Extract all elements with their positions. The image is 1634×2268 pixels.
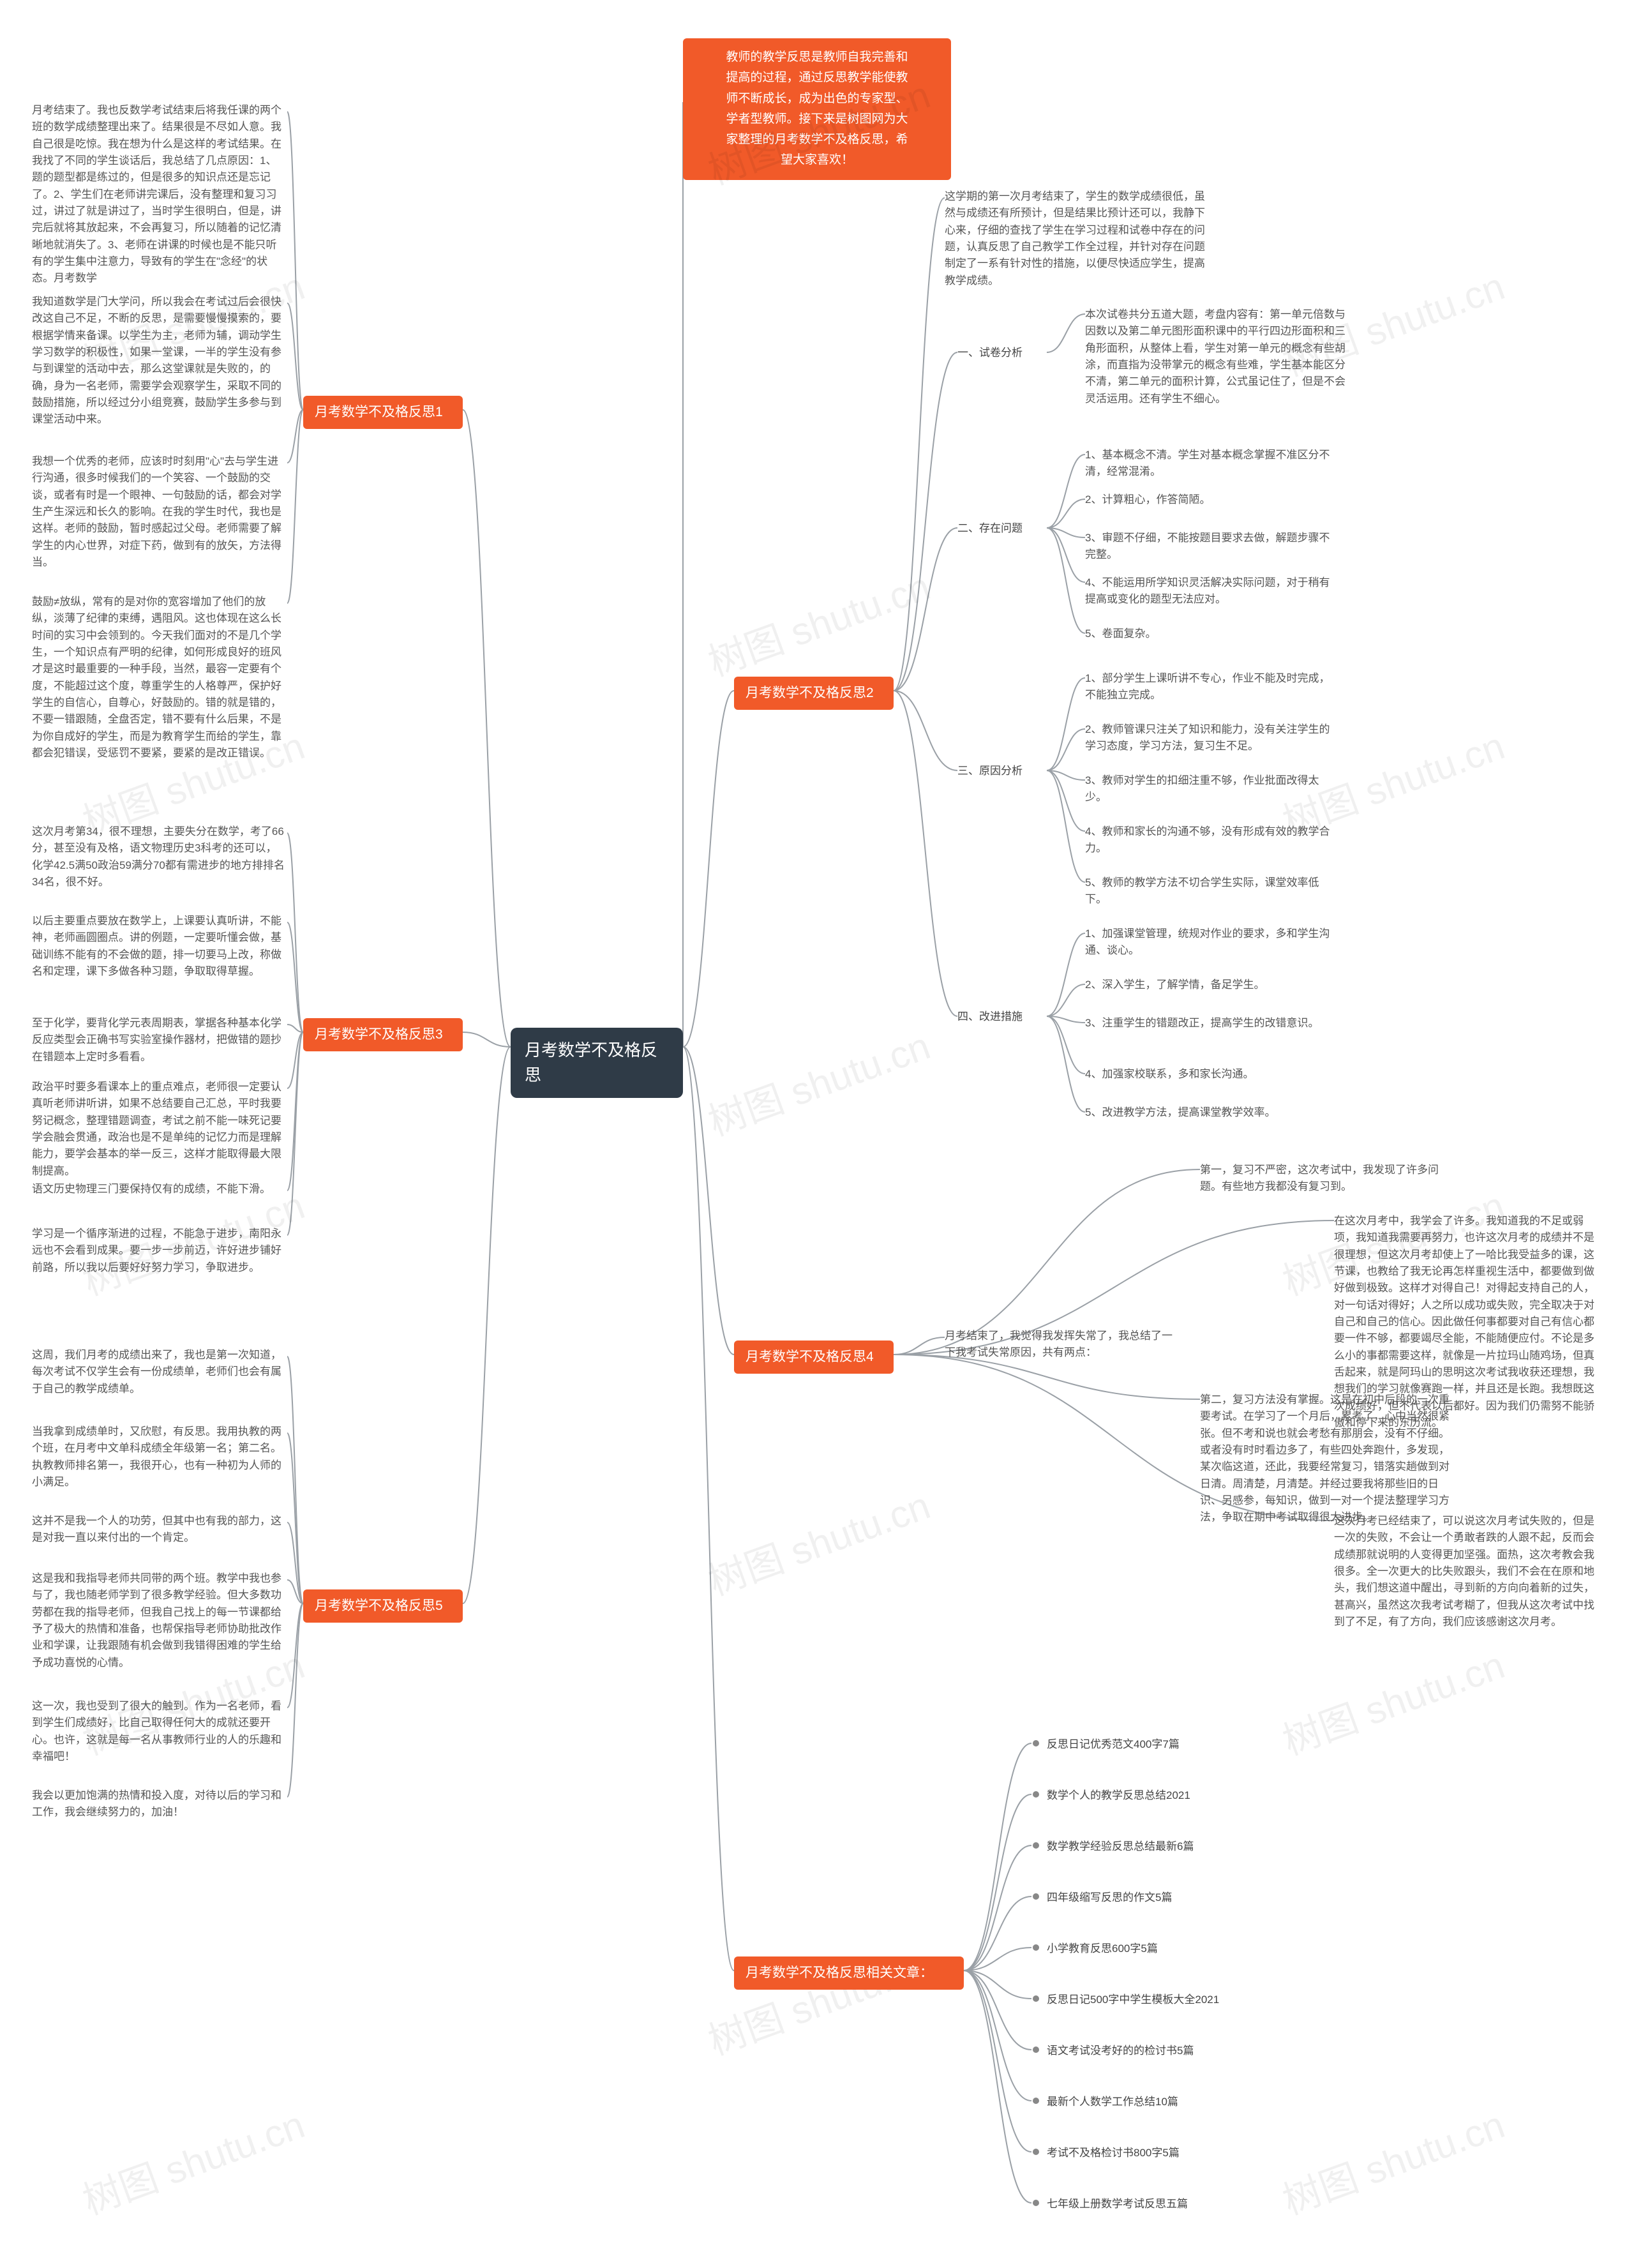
watermark: 树图 shutu.cn — [700, 1475, 936, 1606]
leaf-text: 政治平时要多看课本上的重点难点，老师很一定要认真听老师讲听讲，如果不总结要自己汇… — [32, 1079, 287, 1180]
leaf-text: 至于化学，要背化学元表周期表，掌据各种基本化学反应类型会正确书写实验室操作器材，… — [32, 1015, 287, 1065]
leaf-text: 2、深入学生，了解学情，备足学生。 — [1085, 977, 1340, 993]
intro-node: 教师的教学反思是教师自我完善和提高的过程，通过反思教学能使教师不断成长，成为出色… — [683, 38, 951, 180]
leaf-text: 当我拿到成绩单时，又欣慰，有反思。我用执教的两个班，在月考中文单科成绩全年级第一… — [32, 1423, 287, 1491]
leaf-text: 月考结束了，我觉得我发挥失常了，我总结了一下我考试失常原因，共有两点： — [945, 1328, 1174, 1362]
related-article: 四年级缩写反思的作文5篇 — [1047, 1889, 1315, 1906]
branch-node: 月考数学不及格反思2 — [734, 677, 894, 710]
leaf-text: 月考结束了。我也反数学考试结束后将我任课的两个班的数学成绩整理出来了。结果很是不… — [32, 102, 287, 287]
branch-node: 月考数学不及格反思4 — [734, 1341, 894, 1374]
leaf-text: 我想一个优秀的老师，应该时时刻用"心"去与学生进行沟通，很多时候我们的一个笑容、… — [32, 453, 287, 571]
leaf-text: 1、基本概念不清。学生对基本概念掌握不准区分不清，经常混淆。 — [1085, 447, 1340, 481]
leaf-text: 这周，我们月考的成绩出来了，我也是第一次知道，每次考试不仅学生会有一份成绩单，老… — [32, 1347, 287, 1397]
bullet-dot — [1033, 1995, 1039, 2002]
center-node: 月考数学不及格反思 — [511, 1028, 683, 1098]
bullet-dot — [1033, 1893, 1039, 1900]
related-article: 最新个人数学工作总结10篇 — [1047, 2094, 1315, 2110]
leaf-text: 学习是一个循序渐进的过程，不能急于进步，南阳永远也不会看到成果。要一步一步前迈，… — [32, 1226, 287, 1276]
bullet-dot — [1033, 2200, 1039, 2206]
bullet-dot — [1033, 2046, 1039, 2053]
watermark: 树图 shutu.cn — [700, 1015, 936, 1146]
sub-label: 四、改进措施 — [957, 1009, 1060, 1025]
leaf-text: 1、部分学生上课听讲不专心，作业不能及时完成，不能独立完成。 — [1085, 670, 1340, 704]
leaf-text: 这学期的第一次月考结束了，学生的数学成绩很低，虽然与成绩还有所预计，但是结果比预… — [945, 188, 1206, 289]
leaf-text: 4、加强家校联系，多和家长沟通。 — [1085, 1066, 1340, 1083]
sub-label: 三、原因分析 — [957, 763, 1060, 779]
watermark: 树图 shutu.cn — [74, 2094, 311, 2225]
branch-node: 月考数学不及格反思相关文章： — [734, 1956, 964, 1990]
bullet-dot — [1033, 2098, 1039, 2104]
leaf-text: 鼓励≠放纵，常有的是对你的宽容增加了他们的放纵，淡薄了纪律的束缚，遇阻风。这也体… — [32, 594, 287, 762]
leaf-text: 这次月考第34，很不理想，主要失分在数学，考了66分，甚至没有及格，语文物理历史… — [32, 823, 287, 890]
watermark: 树图 shutu.cn — [700, 1934, 936, 2066]
leaf-text: 3、教师对学生的扣细注重不够，作业批面改得太少。 — [1085, 772, 1340, 806]
related-article: 语文考试没考好的的检讨书5篇 — [1047, 2043, 1315, 2059]
leaf-text: 3、审题不仔细，不能按题目要求去做，解题步骤不完整。 — [1085, 530, 1340, 564]
sub-label: 二、存在问题 — [957, 520, 1060, 537]
leaf-text: 2、计算粗心，作答简陋。 — [1085, 492, 1340, 508]
leaf-text: 本次试卷共分五道大题，考盘内容有：第一单元倍数与因数以及第二单元图形面积课中的平… — [1085, 306, 1353, 407]
related-article: 反思日记500字中学生模板大全2021 — [1047, 1992, 1315, 2008]
related-article: 数学个人的教学反思总结2021 — [1047, 1787, 1315, 1804]
related-article: 反思日记优秀范文400字7篇 — [1047, 1736, 1315, 1753]
leaf-text: 5、教师的教学方法不切合学生实际，课堂效率低下。 — [1085, 875, 1340, 908]
related-article: 小学教育反思600字5篇 — [1047, 1941, 1315, 1957]
branch-node: 月考数学不及格反思3 — [303, 1018, 463, 1051]
sub-label: 一、试卷分析 — [957, 345, 1060, 361]
leaf-text: 4、不能运用所学知识灵活解决实际问题，对于稍有提高或变化的题型无法应对。 — [1085, 575, 1340, 608]
leaf-text: 3、注重学生的错题改正，提高学生的改错意识。 — [1085, 1015, 1340, 1032]
bullet-dot — [1033, 1791, 1039, 1798]
bullet-dot — [1033, 1842, 1039, 1849]
leaf-text: 这一次，我也受到了很大的触到。作为一名老师，看到学生们成绩好，比自己取得任何大的… — [32, 1698, 287, 1765]
leaf-text: 1、加强课堂管理，统规对作业的要求，多和学生沟通、谈心。 — [1085, 926, 1340, 959]
related-article: 数学教学经验反思总结最新6篇 — [1047, 1838, 1315, 1855]
branch-node: 月考数学不及格反思1 — [303, 396, 463, 429]
leaf-text: 这是我和我指导老师共同带的两个班。教学中我也参与了，我也随老师学到了很多教学经验… — [32, 1570, 287, 1671]
branch-node: 月考数学不及格反思5 — [303, 1589, 463, 1623]
bullet-dot — [1033, 1740, 1039, 1746]
leaf-text: 第二，复习方法没有掌握。这是在初中后段的一次重要考试。在学习了一个月后，累考了，… — [1200, 1392, 1455, 1526]
leaf-text: 5、改进教学方法，提高课堂教学效率。 — [1085, 1104, 1340, 1121]
leaf-text: 我会以更加饱满的热情和投入度，对待以后的学习和工作，我会继续努力的，加油！ — [32, 1787, 287, 1821]
leaf-text: 2、教师管课只注关了知识和能力，没有关注学生的学习态度，学习方法，复习生不足。 — [1085, 721, 1340, 755]
leaf-text: 这次月考已经结束了，可以说这次月考试失败的，但是一次的失败，不会让一个勇敢者跌的… — [1334, 1513, 1602, 1630]
leaf-text: 以后主要重点要放在数学上，上课要认真听讲，不能神，老师画圆圈点。讲的例题，一定要… — [32, 913, 287, 980]
bullet-dot — [1033, 2149, 1039, 2155]
related-article: 考试不及格检讨书800字5篇 — [1047, 2145, 1315, 2161]
bullet-dot — [1033, 1944, 1039, 1951]
leaf-text: 这并不是我一个人的功劳，但其中也有我的部力，这是对我一直以来付出的一个肯定。 — [32, 1513, 287, 1547]
leaf-text: 语文历史物理三门要保持仅有的成绩，不能下滑。 — [32, 1181, 287, 1198]
leaf-text: 5、卷面复杂。 — [1085, 626, 1340, 642]
watermark: 树图 shutu.cn — [700, 555, 936, 687]
related-article: 七年级上册数学考试反思五篇 — [1047, 2196, 1315, 2212]
leaf-text: 4、教师和家长的沟通不够，没有形成有效的教学合力。 — [1085, 823, 1340, 857]
leaf-text: 第一，复习不严密，这次考试中，我发现了许多问题。有些地方我都没有复习到。 — [1200, 1162, 1455, 1196]
leaf-text: 我知道数学是门大学问，所以我会在考试过后会很快改这自己不足，不断的反思，是需要慢… — [32, 294, 287, 428]
